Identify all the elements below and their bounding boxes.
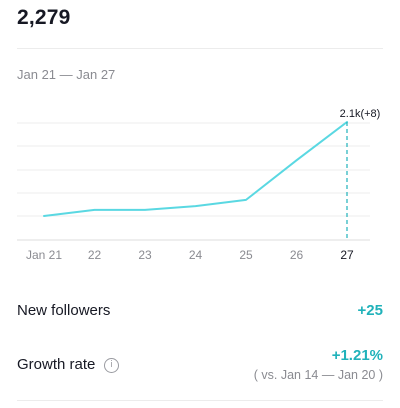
x-tick-label: 22 bbox=[88, 248, 102, 262]
x-tick-label: 24 bbox=[189, 248, 203, 262]
growth-rate-value: +1.21% bbox=[331, 347, 383, 364]
x-tick-label: Jan 21 bbox=[26, 248, 62, 262]
info-icon[interactable]: i bbox=[104, 358, 119, 373]
series-line bbox=[43, 121, 348, 217]
chart-grid bbox=[17, 122, 370, 241]
x-axis-ticks: Jan 21 22 23 24 25 26 27 bbox=[26, 248, 354, 262]
growth-rate-compare: ( vs. Jan 14 — Jan 20 ) bbox=[253, 368, 383, 382]
x-tick-label: 25 bbox=[239, 248, 253, 262]
new-followers-label: New followers bbox=[17, 302, 111, 319]
x-tick-label: 27 bbox=[340, 248, 354, 262]
divider-bottom bbox=[17, 400, 383, 401]
divider bbox=[17, 48, 383, 49]
followers-chart[interactable]: 2.1k(+8) Jan 21 22 23 24 25 26 27 bbox=[0, 100, 400, 270]
highlight-label: 2.1k(+8) bbox=[340, 108, 381, 120]
date-range: Jan 21 — Jan 27 bbox=[17, 67, 116, 82]
total-followers: 2,279 bbox=[17, 6, 71, 29]
x-tick-label: 23 bbox=[138, 248, 152, 262]
x-tick-label: 26 bbox=[290, 248, 304, 262]
growth-rate-label: Growth rate bbox=[17, 356, 96, 373]
new-followers-value: +25 bbox=[357, 302, 383, 319]
